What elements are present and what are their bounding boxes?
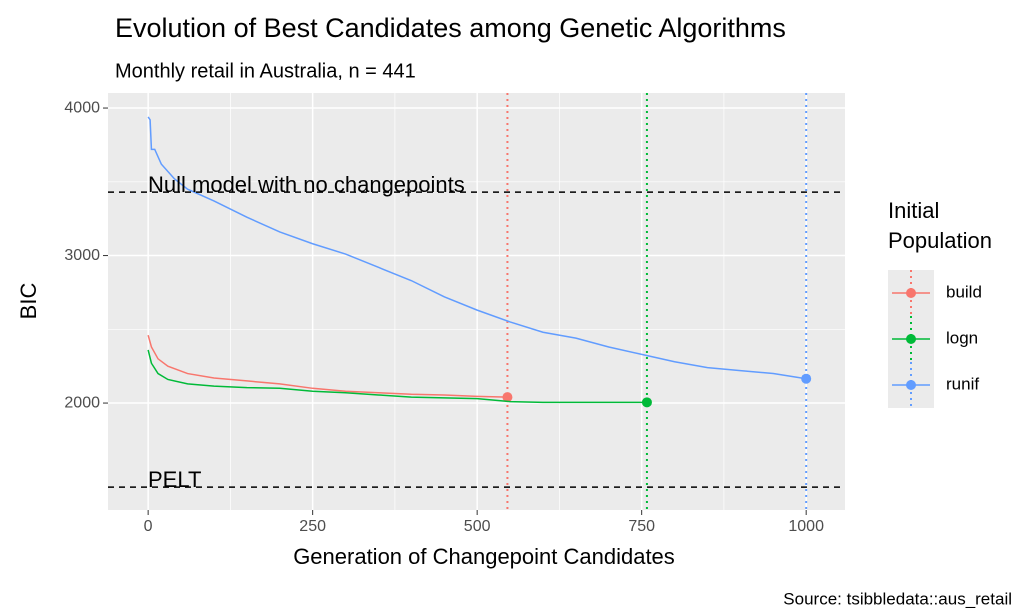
series-line xyxy=(147,335,508,398)
legend-point xyxy=(906,288,916,298)
y-tick-label: 4000 xyxy=(64,99,100,116)
x-tick-label: 0 xyxy=(144,518,153,535)
x-tick-label: 750 xyxy=(628,518,655,535)
legend-point xyxy=(906,334,916,344)
reference-label: PELT xyxy=(148,467,201,492)
end-point xyxy=(641,397,652,408)
reference-label: Null model with no changepoints xyxy=(148,172,465,197)
end-point xyxy=(502,392,513,403)
x-tick-label: 1000 xyxy=(788,518,824,535)
y-axis-label: BIC xyxy=(16,283,41,320)
x-tick-label: 500 xyxy=(464,518,491,535)
legend-label: runif xyxy=(946,374,979,393)
x-axis-label: Generation of Changepoint Candidates xyxy=(293,544,675,569)
x-tick-label: 250 xyxy=(299,518,326,535)
y-tick-label: 3000 xyxy=(64,247,100,264)
chart-subtitle: Monthly retail in Australia, n = 441 xyxy=(115,60,416,82)
legend-label: build xyxy=(946,282,982,301)
caption: Source: tsibbledata::aus_retail xyxy=(783,589,1012,608)
y-tick-label: 2000 xyxy=(64,394,100,411)
legend-label: logn xyxy=(946,328,978,347)
chart-title: Evolution of Best Candidates among Genet… xyxy=(115,13,786,43)
series-line xyxy=(147,349,647,404)
legend-title: Initial Population xyxy=(888,198,992,253)
end-point xyxy=(801,373,812,384)
legend-point xyxy=(906,380,916,390)
series-line xyxy=(147,116,807,380)
